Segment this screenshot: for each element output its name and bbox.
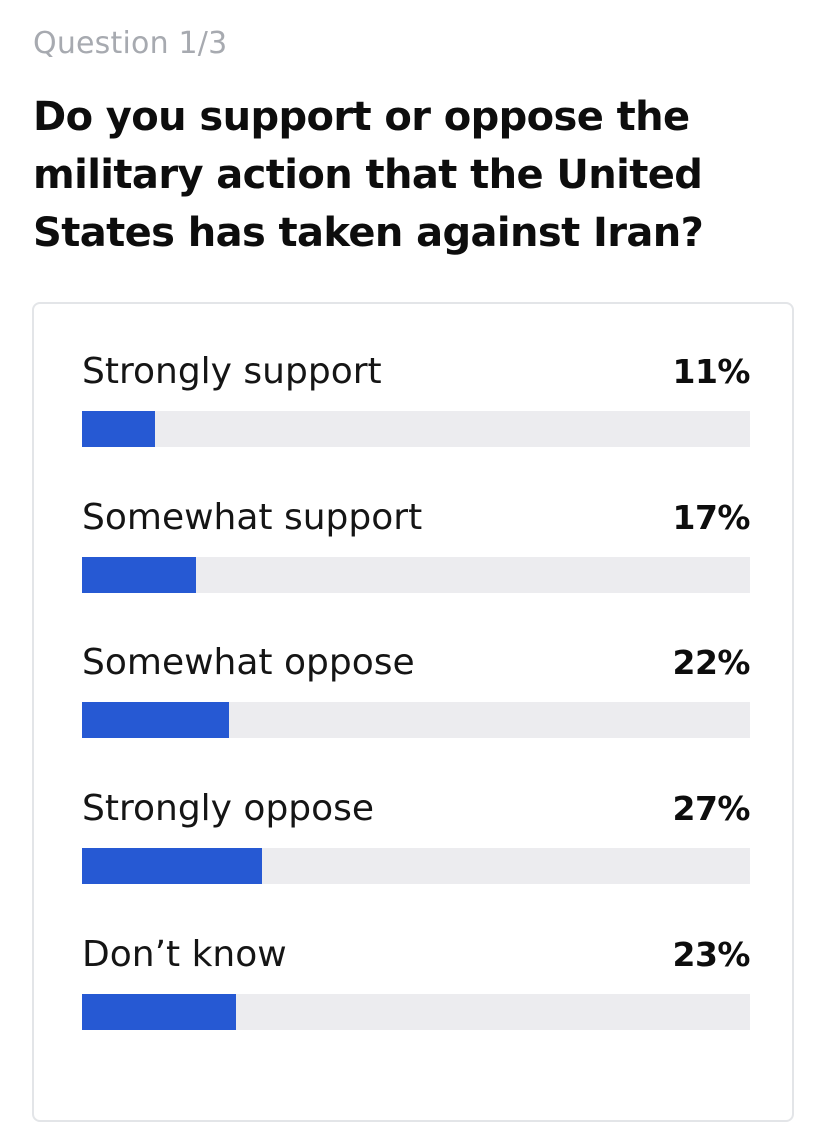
option-somewhat-support: Somewhat support 17% — [82, 496, 750, 596]
option-label: Somewhat oppose — [82, 642, 415, 683]
option-label: Don’t know — [82, 934, 287, 975]
result-bar-fill — [82, 702, 229, 738]
option-label: Strongly support — [82, 351, 382, 392]
result-bar-track — [82, 994, 750, 1030]
option-label: Strongly oppose — [82, 788, 375, 829]
option-percent: 17% — [672, 498, 751, 537]
option-percent: 22% — [672, 643, 751, 682]
question-title: Do you support or oppose the military ac… — [33, 94, 704, 256]
option-dont-know: Don’t know 23% — [82, 933, 750, 1033]
option-percent: 11% — [672, 352, 751, 391]
result-bar-track — [82, 848, 750, 884]
option-label: Somewhat support — [82, 497, 423, 538]
result-bar-fill — [82, 848, 263, 884]
option-percent: 23% — [672, 935, 751, 974]
result-bar-fill — [82, 411, 156, 447]
option-strongly-support: Strongly support 11% — [82, 350, 750, 450]
result-bar-fill — [82, 557, 196, 593]
result-bar-track — [82, 411, 750, 447]
result-bar-track — [82, 702, 750, 738]
question-counter: Question 1/3 — [33, 26, 228, 61]
result-bar-fill — [82, 994, 236, 1030]
results-card: Strongly support 11% Somewhat support 17… — [32, 302, 794, 1122]
option-strongly-oppose: Strongly oppose 27% — [82, 787, 750, 887]
result-bar-track — [82, 557, 750, 593]
option-percent: 27% — [672, 789, 751, 828]
option-somewhat-oppose: Somewhat oppose 22% — [82, 641, 750, 741]
